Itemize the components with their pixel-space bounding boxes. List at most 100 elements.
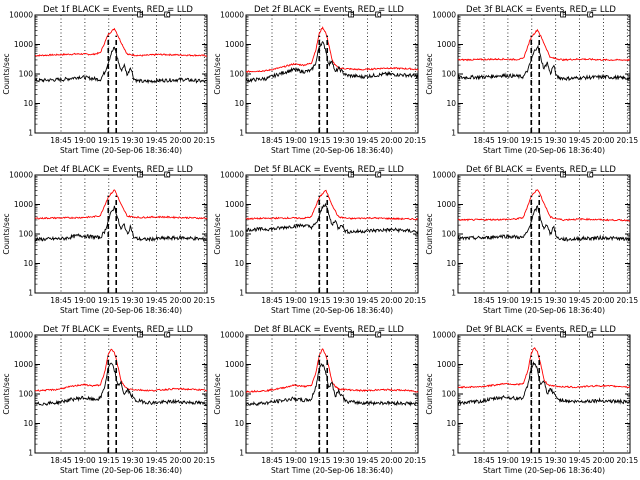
panel-det-9: Det 9f BLACK = Events, RED = LLD 1 10 100 10…: [425, 325, 638, 475]
x-tick-label: 18:45: [50, 456, 72, 465]
x-axis-label: Start Time (20-Sep-06 18:36:40): [60, 146, 182, 155]
x-tick-label: 20:00: [593, 456, 615, 465]
panel-title: Det 3f BLACK = Events, RED = LLD: [466, 5, 616, 15]
panel-det-4: Det 4f BLACK = Events, RED = LLD 1 10 100 10…: [2, 165, 215, 315]
panel-det-2: Det 2f BLACK = Events, RED = LLD 1 10 100 10…: [213, 5, 426, 155]
x-tick-label: 18:45: [50, 136, 72, 145]
series-red-lld: [457, 28, 631, 62]
x-axis-label: Start Time (20-Sep-06 18:36:40): [271, 306, 393, 315]
marker-p-label: P: [350, 331, 354, 339]
marker-c-label: C: [589, 331, 594, 339]
marker-c-box: [164, 171, 171, 178]
series-red-lld: [245, 348, 419, 393]
marker-p-label: P: [562, 11, 566, 19]
series-red-lld: [457, 189, 631, 222]
y-axis-label: Counts/sec: [2, 373, 11, 414]
marker-p-box: [348, 171, 355, 178]
y-tick-label: 100: [442, 230, 457, 239]
x-tick-label: 19:00: [285, 456, 307, 465]
x-axis-label: Start Time (20-Sep-06 18:36:40): [271, 466, 393, 475]
panel-title: Det 7f BLACK = Events, RED = LLD: [43, 325, 193, 335]
x-tick-label: 19:30: [122, 136, 144, 145]
y-tick-label: 1: [239, 289, 244, 298]
panel-title: Det 4f BLACK = Events, RED = LLD: [43, 165, 193, 175]
x-tick-label: 20:00: [593, 296, 615, 305]
x-tick-label: 20:00: [170, 296, 192, 305]
x-tick-label: 19:45: [357, 456, 379, 465]
y-tick-label: 10000: [432, 331, 456, 340]
y-tick-label: 10000: [9, 331, 33, 340]
marker-c-label: C: [377, 331, 382, 339]
marker-c-label: C: [166, 11, 171, 19]
x-tick-label: 19:15: [521, 456, 543, 465]
x-tick-label: 19:30: [545, 136, 567, 145]
x-tick-label: 20:00: [170, 456, 192, 465]
x-tick-label: 19:45: [569, 296, 591, 305]
y-tick-label: 100: [230, 230, 245, 239]
x-tick-label: 18:45: [473, 136, 495, 145]
series-black-events: [245, 363, 418, 407]
y-axis-label: Counts/sec: [213, 373, 222, 414]
y-tick-label: 10: [446, 419, 456, 428]
x-tick-label: 19:30: [122, 456, 144, 465]
x-axis-label: Start Time (20-Sep-06 18:36:40): [271, 146, 393, 155]
marker-c-label: C: [166, 331, 171, 339]
marker-c-label: C: [589, 171, 594, 179]
x-tick-label: 19:30: [333, 456, 355, 465]
panel-det-6: Det 6f BLACK = Events, RED = LLD 1 10 100 10…: [425, 165, 638, 315]
panel-title: Det 6f BLACK = Events, RED = LLD: [466, 165, 616, 175]
x-tick-label: 19:15: [309, 456, 331, 465]
x-tick-label: 19:15: [309, 296, 331, 305]
y-tick-label: 1000: [14, 360, 33, 369]
y-axis-label: Counts/sec: [2, 53, 11, 94]
x-tick-label: 18:45: [50, 296, 72, 305]
marker-p-box: [560, 331, 567, 338]
marker-c-box: [587, 11, 594, 18]
y-tick-label: 1000: [225, 200, 244, 209]
marker-c-box: [587, 171, 594, 178]
x-axis-label: Start Time (20-Sep-06 18:36:40): [60, 306, 182, 315]
y-tick-label: 10: [446, 99, 456, 108]
marker-c-label: C: [589, 11, 594, 19]
x-tick-label: 19:30: [545, 296, 567, 305]
panel-title: Det 2f BLACK = Events, RED = LLD: [254, 5, 404, 15]
y-tick-label: 100: [19, 70, 34, 79]
marker-p-box: [348, 331, 355, 338]
y-axis-label: Counts/sec: [2, 213, 11, 254]
marker-c-label: C: [377, 11, 382, 19]
x-tick-label: 19:45: [357, 296, 379, 305]
y-tick-label: 1: [28, 289, 33, 298]
y-tick-label: 1000: [225, 40, 244, 49]
y-tick-label: 10000: [432, 11, 456, 20]
panel-title: Det 5f BLACK = Events, RED = LLD: [254, 165, 404, 175]
y-tick-label: 1000: [14, 200, 33, 209]
marker-p-box: [348, 11, 355, 18]
marker-p-label: P: [562, 331, 566, 339]
y-tick-label: 1: [451, 449, 456, 458]
marker-p-label: P: [350, 171, 354, 179]
series-red-lld: [245, 26, 419, 74]
series-red-lld: [34, 27, 208, 57]
x-tick-label: 19:00: [74, 136, 96, 145]
series-black-events: [34, 46, 208, 85]
y-tick-label: 1: [239, 129, 244, 138]
marker-c-box: [375, 11, 382, 18]
marker-p-label: P: [139, 171, 143, 179]
series-red-lld: [34, 189, 208, 220]
series-red-lld: [34, 348, 208, 392]
series-black-events: [245, 40, 419, 84]
y-tick-label: 1000: [437, 200, 456, 209]
panel-title: Det 8f BLACK = Events, RED = LLD: [254, 325, 404, 335]
marker-p-box: [137, 331, 144, 338]
x-tick-label: 19:45: [146, 296, 168, 305]
marker-p-label: P: [562, 171, 566, 179]
x-axis-label: Start Time (20-Sep-06 18:36:40): [483, 306, 605, 315]
panel-det-8: Det 8f BLACK = Events, RED = LLD 1 10 100 10…: [213, 325, 426, 475]
x-tick-label: 20:15: [194, 136, 216, 145]
y-axis-label: Counts/sec: [425, 213, 434, 254]
x-axis-label: Start Time (20-Sep-06 18:36:40): [60, 466, 182, 475]
x-tick-label: 20:00: [593, 136, 615, 145]
panel-det-7: Det 7f BLACK = Events, RED = LLD 1 10 100 10…: [2, 325, 215, 475]
x-tick-label: 19:30: [122, 296, 144, 305]
x-tick-label: 19:45: [146, 456, 168, 465]
